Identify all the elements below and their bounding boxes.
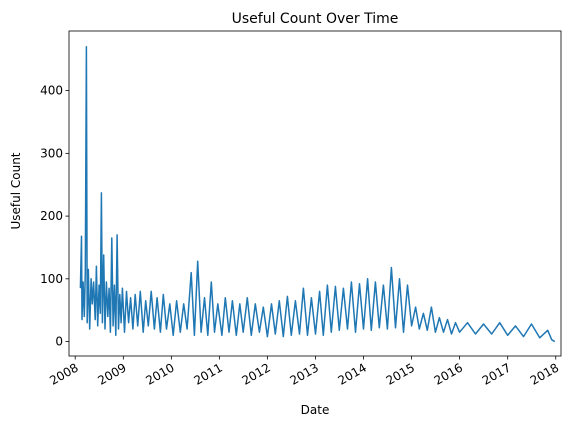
- axes-frame: [68, 30, 562, 357]
- x-tick-label: 2009: [95, 360, 128, 387]
- y-tick-label: 400: [40, 84, 63, 98]
- x-tick-label: 2015: [384, 360, 417, 387]
- x-tick-label: 2014: [336, 360, 369, 387]
- x-tick-label: 2013: [288, 360, 321, 387]
- y-tick-label: 0: [55, 335, 63, 349]
- y-tick-label: 300: [40, 146, 63, 160]
- chart-title: Useful Count Over Time: [232, 11, 399, 27]
- x-tick-label: 2010: [143, 360, 176, 387]
- x-tick-label: 2018: [528, 360, 561, 387]
- y-tick-label: 100: [40, 272, 63, 286]
- x-tick-label: 2011: [191, 360, 224, 387]
- x-tick-label: 2012: [239, 360, 272, 387]
- x-axis-ticks: 2008 2009 2010 2011 2012 2013 2014 2015 2016 2017…: [47, 356, 561, 388]
- plot-area: [79, 45, 556, 343]
- y-axis-label: Useful Count: [9, 152, 23, 229]
- y-axis-ticks: 0 100 200 300 400: [40, 84, 69, 349]
- y-tick-label: 200: [40, 209, 63, 223]
- series-line-0: [79, 45, 556, 343]
- x-tick-label: 2016: [432, 360, 465, 387]
- x-tick-label: 2008: [47, 360, 80, 387]
- x-axis-label: Date: [301, 403, 330, 417]
- x-tick-label: 2017: [480, 360, 513, 387]
